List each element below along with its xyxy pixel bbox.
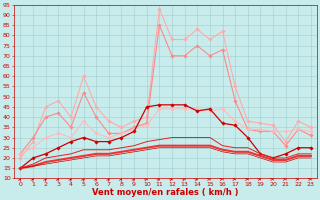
X-axis label: Vent moyen/en rafales ( km/h ): Vent moyen/en rafales ( km/h )	[92, 188, 239, 197]
